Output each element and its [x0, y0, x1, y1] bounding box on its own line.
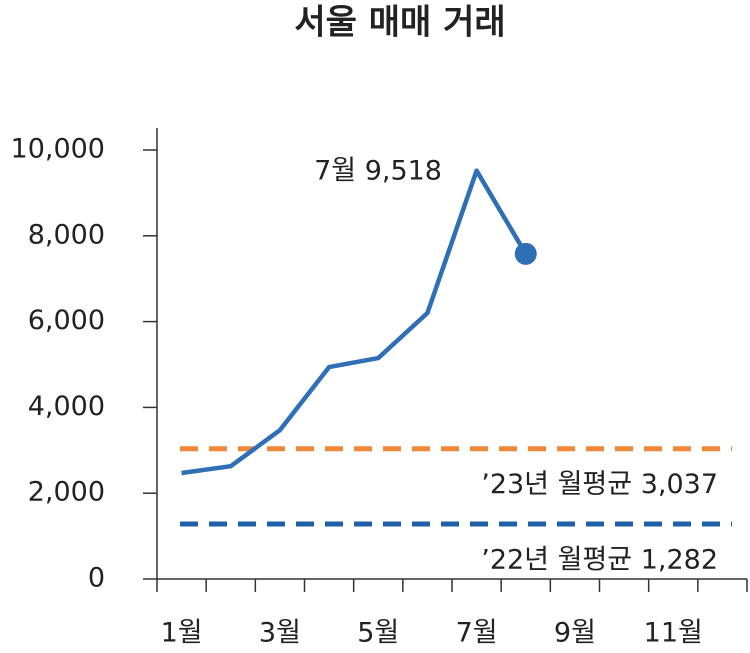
reference-label: ’23년 월평균 3,037 [481, 469, 718, 500]
chart-title: 서울 매매 거래 [294, 3, 505, 43]
series-line [181, 168, 528, 476]
annotation: 7월 9,518 [314, 156, 442, 187]
reference-label: ’22년 월평균 1,282 [481, 545, 718, 576]
y-tick-label: 4,000 [28, 391, 105, 422]
end-marker [514, 242, 537, 265]
y-tick-label: 8,000 [28, 219, 105, 250]
x-tick-label: 9월 [554, 618, 596, 649]
x-tick-label: 7월 [456, 618, 498, 649]
y-tick-label: 6,000 [28, 305, 105, 336]
y-tick-label: 0 [88, 563, 105, 594]
x-tick-label: 1월 [161, 618, 203, 649]
y-tick-label: 2,000 [28, 477, 105, 508]
y-tick-label: 10,000 [11, 134, 105, 165]
x-tick-label: 11월 [644, 618, 703, 649]
x-tick-label: 5월 [357, 618, 399, 649]
x-tick-label: 3월 [259, 618, 301, 649]
